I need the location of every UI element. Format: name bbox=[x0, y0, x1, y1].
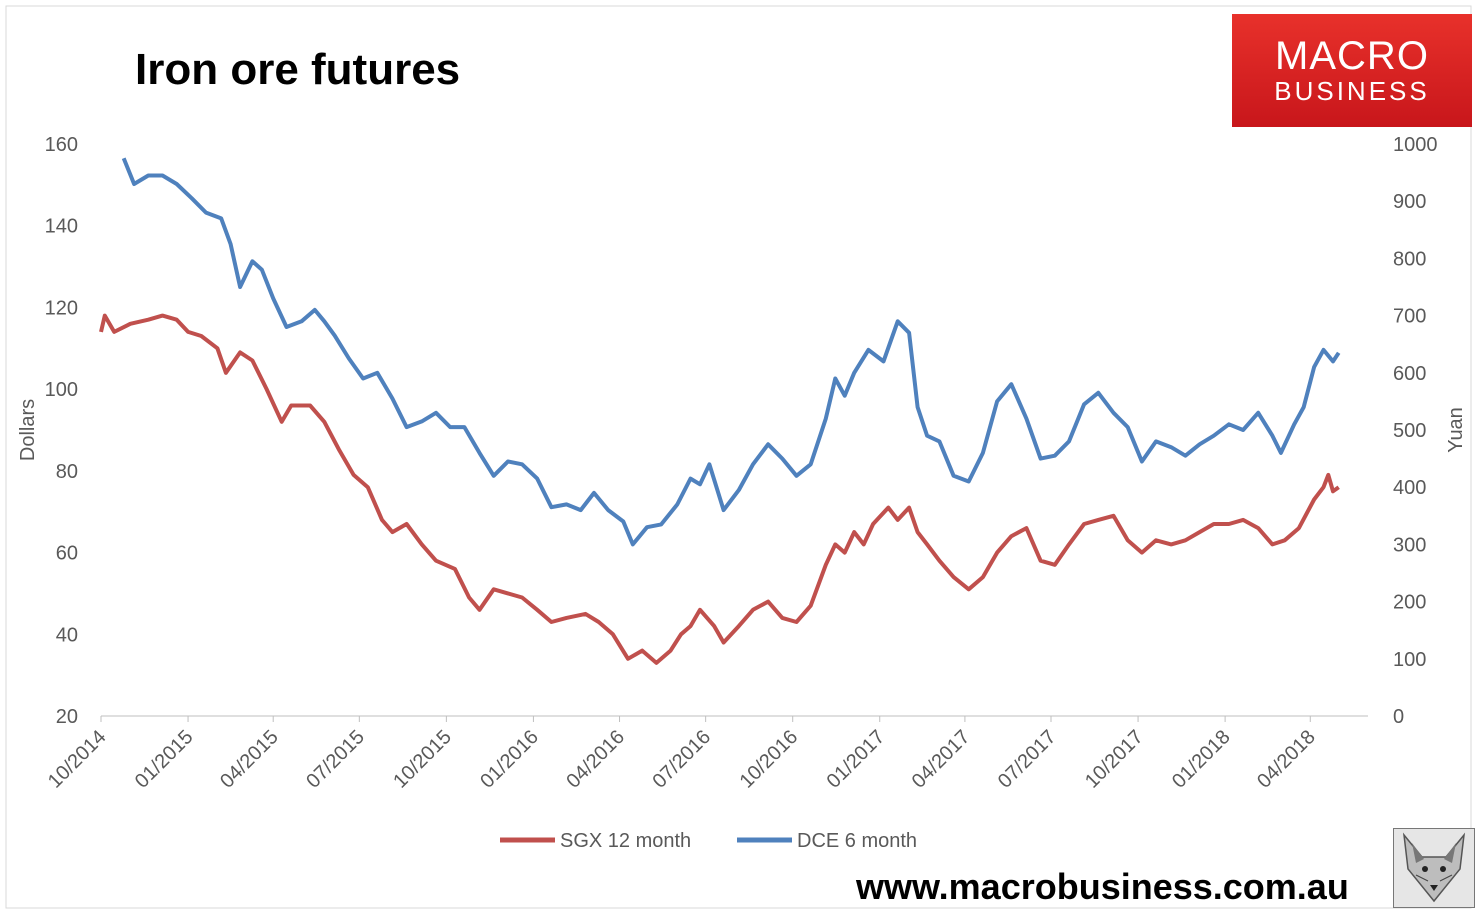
y-tick-label-right: 1000 bbox=[1393, 134, 1438, 156]
x-tick-label: 10/2015 bbox=[389, 726, 456, 793]
x-tick-label: 10/2017 bbox=[1081, 726, 1148, 793]
y-tick-label-right: 100 bbox=[1393, 649, 1426, 671]
y-tick-label-right: 900 bbox=[1393, 191, 1426, 213]
x-tick-label: 07/2016 bbox=[648, 726, 715, 793]
y-tick-label-right: 200 bbox=[1393, 592, 1426, 614]
y-tick-label-left: 120 bbox=[45, 297, 78, 319]
wolf-mascot-icon bbox=[1393, 828, 1475, 908]
x-tick-label: 01/2017 bbox=[823, 726, 890, 793]
x-tick-label: 04/2016 bbox=[562, 726, 629, 793]
x-tick-label: 04/2018 bbox=[1253, 726, 1320, 793]
y-tick-label-right: 0 bbox=[1393, 706, 1404, 728]
y-tick-label-right: 700 bbox=[1393, 306, 1426, 328]
y-tick-label-right: 800 bbox=[1393, 248, 1426, 270]
x-tick-label: 10/2014 bbox=[44, 726, 111, 793]
x-tick-label: 10/2016 bbox=[736, 726, 803, 793]
chart-title: Iron ore futures bbox=[135, 45, 461, 94]
y-tick-label-right: 300 bbox=[1393, 534, 1426, 556]
y-tick-label-left: 60 bbox=[56, 543, 78, 565]
y-axis-label-right: Yuan bbox=[1445, 407, 1467, 453]
x-tick-label: 04/2017 bbox=[908, 726, 975, 793]
footer-url: www.macrobusiness.com.au bbox=[856, 866, 1349, 907]
y-tick-label-left: 20 bbox=[56, 706, 78, 728]
y-tick-label-right: 400 bbox=[1393, 477, 1426, 499]
logo-line-1: MACRO bbox=[1275, 34, 1429, 78]
chart-legend: SGX 12 month DCE 6 month bbox=[500, 830, 917, 852]
y-tick-label-left: 100 bbox=[45, 379, 78, 401]
series-line-dce-6-month bbox=[121, 157, 1341, 547]
y-tick-label-left: 40 bbox=[56, 624, 78, 646]
logo-line-2: BUSINESS bbox=[1274, 76, 1430, 106]
x-tick-label: 07/2015 bbox=[302, 726, 369, 793]
legend-label: DCE 6 month bbox=[797, 830, 917, 852]
legend-label: SGX 12 month bbox=[560, 830, 691, 852]
y-tick-label-right: 500 bbox=[1393, 420, 1426, 442]
y-tick-label-right: 600 bbox=[1393, 363, 1426, 385]
x-tick-label: 01/2018 bbox=[1168, 726, 1235, 793]
y-axis-label-left: Dollars bbox=[17, 399, 39, 461]
x-tick-label: 01/2015 bbox=[131, 726, 198, 793]
macrobusiness-logo: MACRO BUSINESS bbox=[1232, 14, 1472, 127]
x-tick-label: 01/2016 bbox=[476, 726, 543, 793]
y-tick-label-left: 80 bbox=[56, 461, 78, 483]
x-tick-label: 07/2017 bbox=[994, 726, 1061, 793]
x-tick-label: 04/2015 bbox=[216, 726, 283, 793]
y-tick-label-left: 140 bbox=[45, 216, 78, 238]
series-line-sgx-12-month bbox=[99, 313, 1340, 665]
y-tick-label-left: 160 bbox=[45, 134, 78, 156]
